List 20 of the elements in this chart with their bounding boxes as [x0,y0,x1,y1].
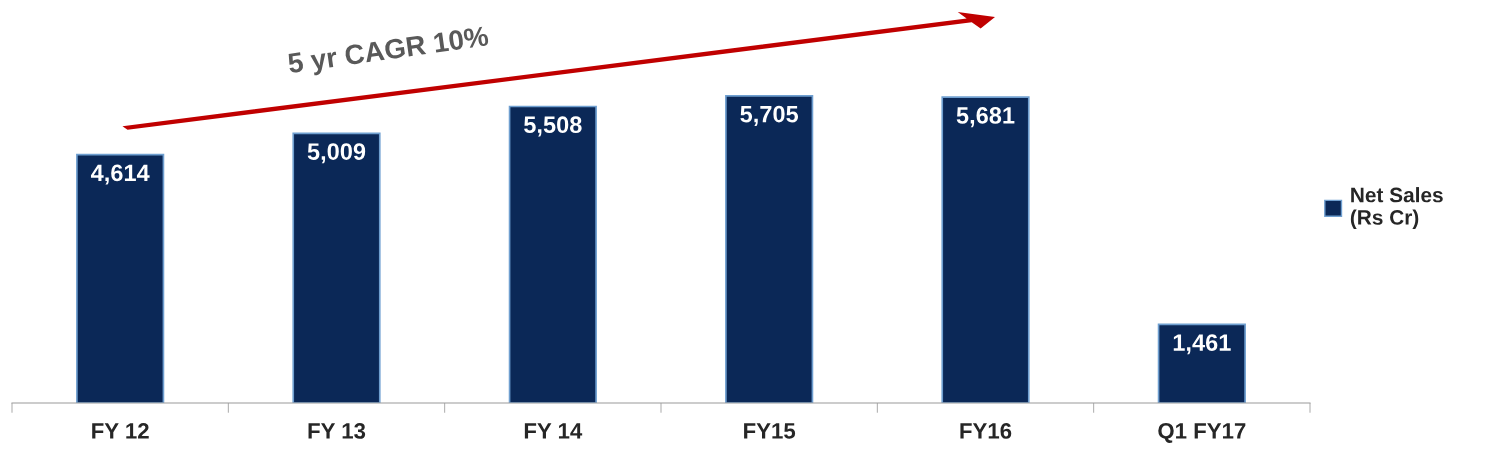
bar [1157,323,1246,403]
x-tick-label: FY 12 [92,423,149,439]
x-tick-label: FY16 [960,423,1012,439]
bar [725,95,814,403]
data-label: 4,614 [90,164,150,185]
bar [941,96,1030,403]
data-label: 5,681 [956,107,1015,128]
data-label: 1,461 [1173,334,1231,355]
bar [292,132,381,403]
bar [76,153,165,403]
x-tick-label: FY 14 [524,423,583,439]
x-tick-label: FY15 [744,423,796,439]
legend-label: Net Sales (Rs Cr) [1350,187,1443,229]
data-label: 5,508 [524,116,582,137]
data-label: 5,705 [740,105,799,126]
text: 5 yr CAGR 10% [287,25,490,79]
bar [508,105,597,403]
x-tick-label: Q1 FY17 [1158,423,1246,443]
data-label: 5,009 [307,143,366,164]
x-tick-label: FY 13 [308,423,366,439]
